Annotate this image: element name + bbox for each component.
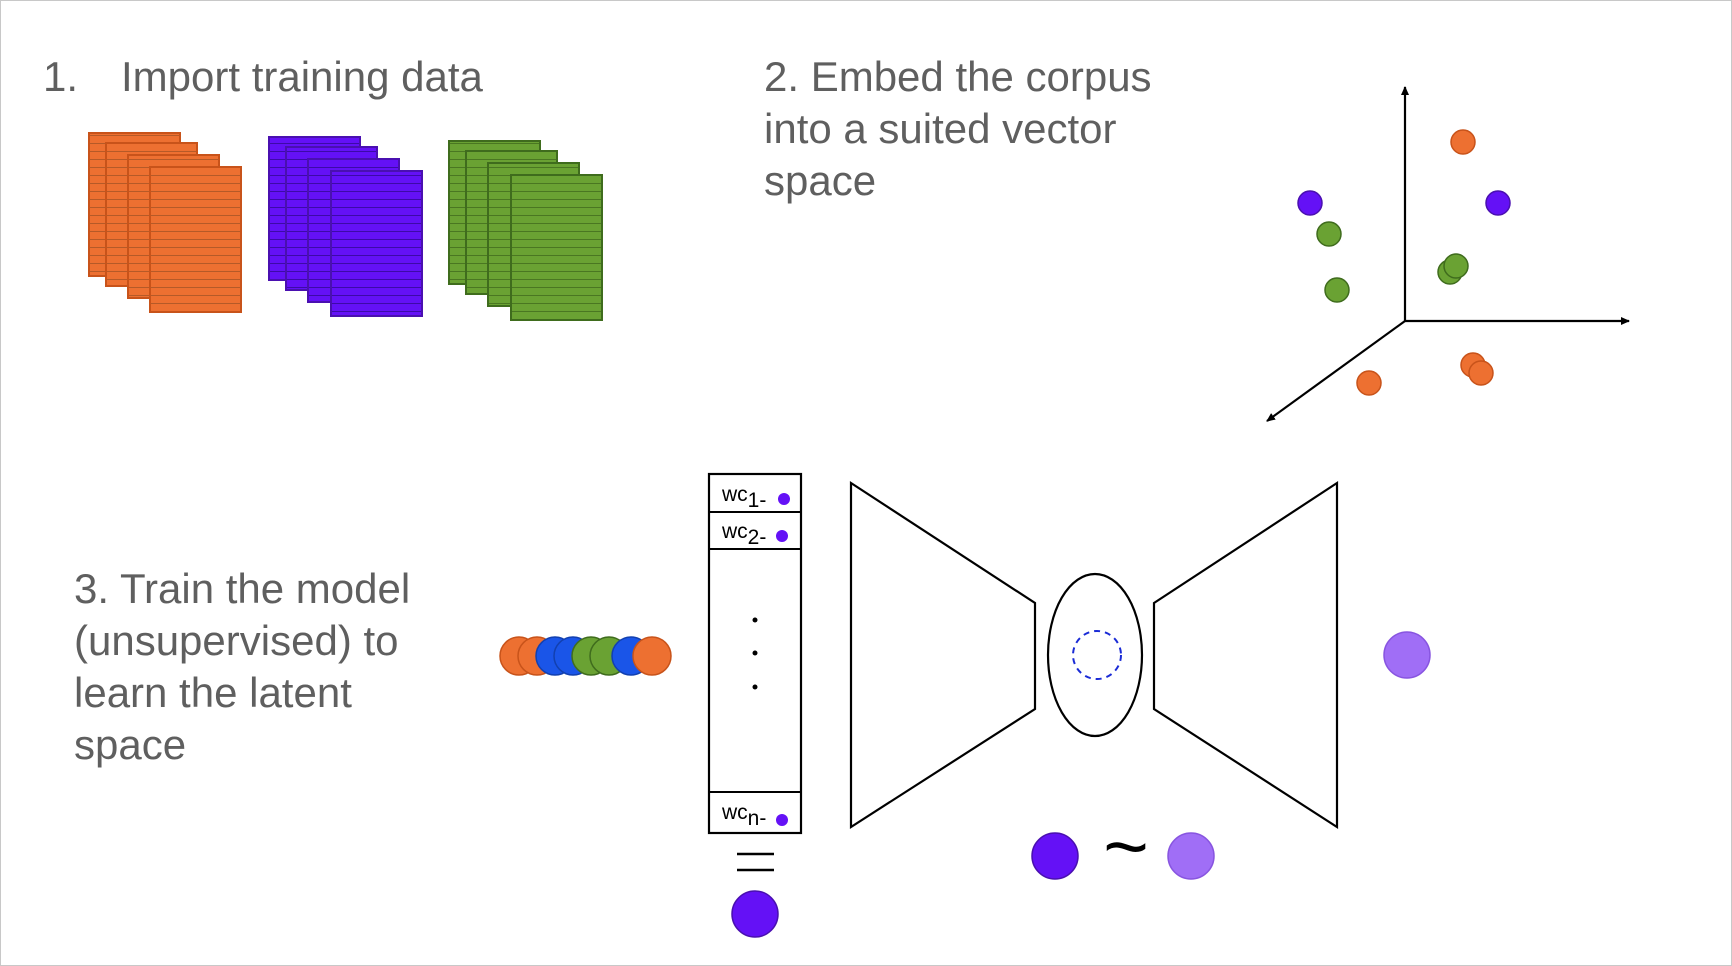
purple-dot	[778, 493, 790, 505]
word-count-vector: wc1- wc2- wcn-	[707, 472, 803, 835]
green-point	[1443, 253, 1469, 279]
orange-point	[1450, 129, 1476, 155]
vector-space-axes	[1266, 86, 1630, 422]
purple-dot	[776, 814, 788, 826]
ellipsis-dot	[752, 684, 758, 690]
step-2-line: into a suited vector	[764, 105, 1117, 152]
purple-point	[1297, 190, 1323, 216]
axis-depth	[1266, 320, 1406, 422]
decoder	[1152, 480, 1339, 830]
green-point	[1324, 277, 1350, 303]
purple-point	[1485, 190, 1511, 216]
step-1-heading: 1. Import training data	[43, 51, 483, 103]
ellipsis-dot	[752, 617, 758, 623]
purple-circle	[1031, 832, 1079, 880]
orange-document-stack	[88, 132, 242, 313]
input-sequence	[499, 636, 672, 676]
purple-dot	[776, 530, 788, 542]
document-representation-circle	[731, 890, 779, 938]
step-2-line: space	[764, 157, 877, 204]
step-2-line: 2. Embed the corpus	[764, 53, 1152, 100]
output-circle	[1383, 631, 1431, 679]
latent-sample	[1072, 630, 1122, 680]
step-3-line: space	[74, 721, 187, 768]
encoder	[849, 480, 1037, 830]
embedded-points	[1297, 129, 1511, 396]
purple-document-stack	[268, 136, 423, 317]
step-2-text: 2. Embed the corpus into a suited vector…	[764, 51, 1152, 207]
orange-point	[1468, 360, 1494, 386]
ellipsis-dot	[752, 650, 758, 656]
vector-row-n: wcn-	[721, 801, 766, 830]
green-point	[1316, 221, 1342, 247]
vector-row-2: wc2-	[721, 520, 766, 549]
similarity-symbol: ~	[1103, 802, 1149, 890]
step-3-text: 3. Train the model (unsupervised) to lea…	[74, 563, 410, 771]
equals-sign	[737, 852, 774, 872]
vector-row-1: wc1-	[721, 483, 766, 512]
step-3-line: (unsupervised) to	[74, 617, 399, 664]
orange-point	[1356, 370, 1382, 396]
green-document-stack	[448, 140, 603, 321]
light-purple-circle	[1167, 832, 1215, 880]
autoencoder	[849, 480, 1339, 830]
latent-space	[1046, 572, 1144, 738]
step-3-line: 3. Train the model	[74, 565, 411, 612]
step-1-label: Import training data	[121, 53, 483, 100]
step-3-line: learn the latent	[74, 669, 352, 716]
step-1-number: 1.	[43, 53, 79, 100]
